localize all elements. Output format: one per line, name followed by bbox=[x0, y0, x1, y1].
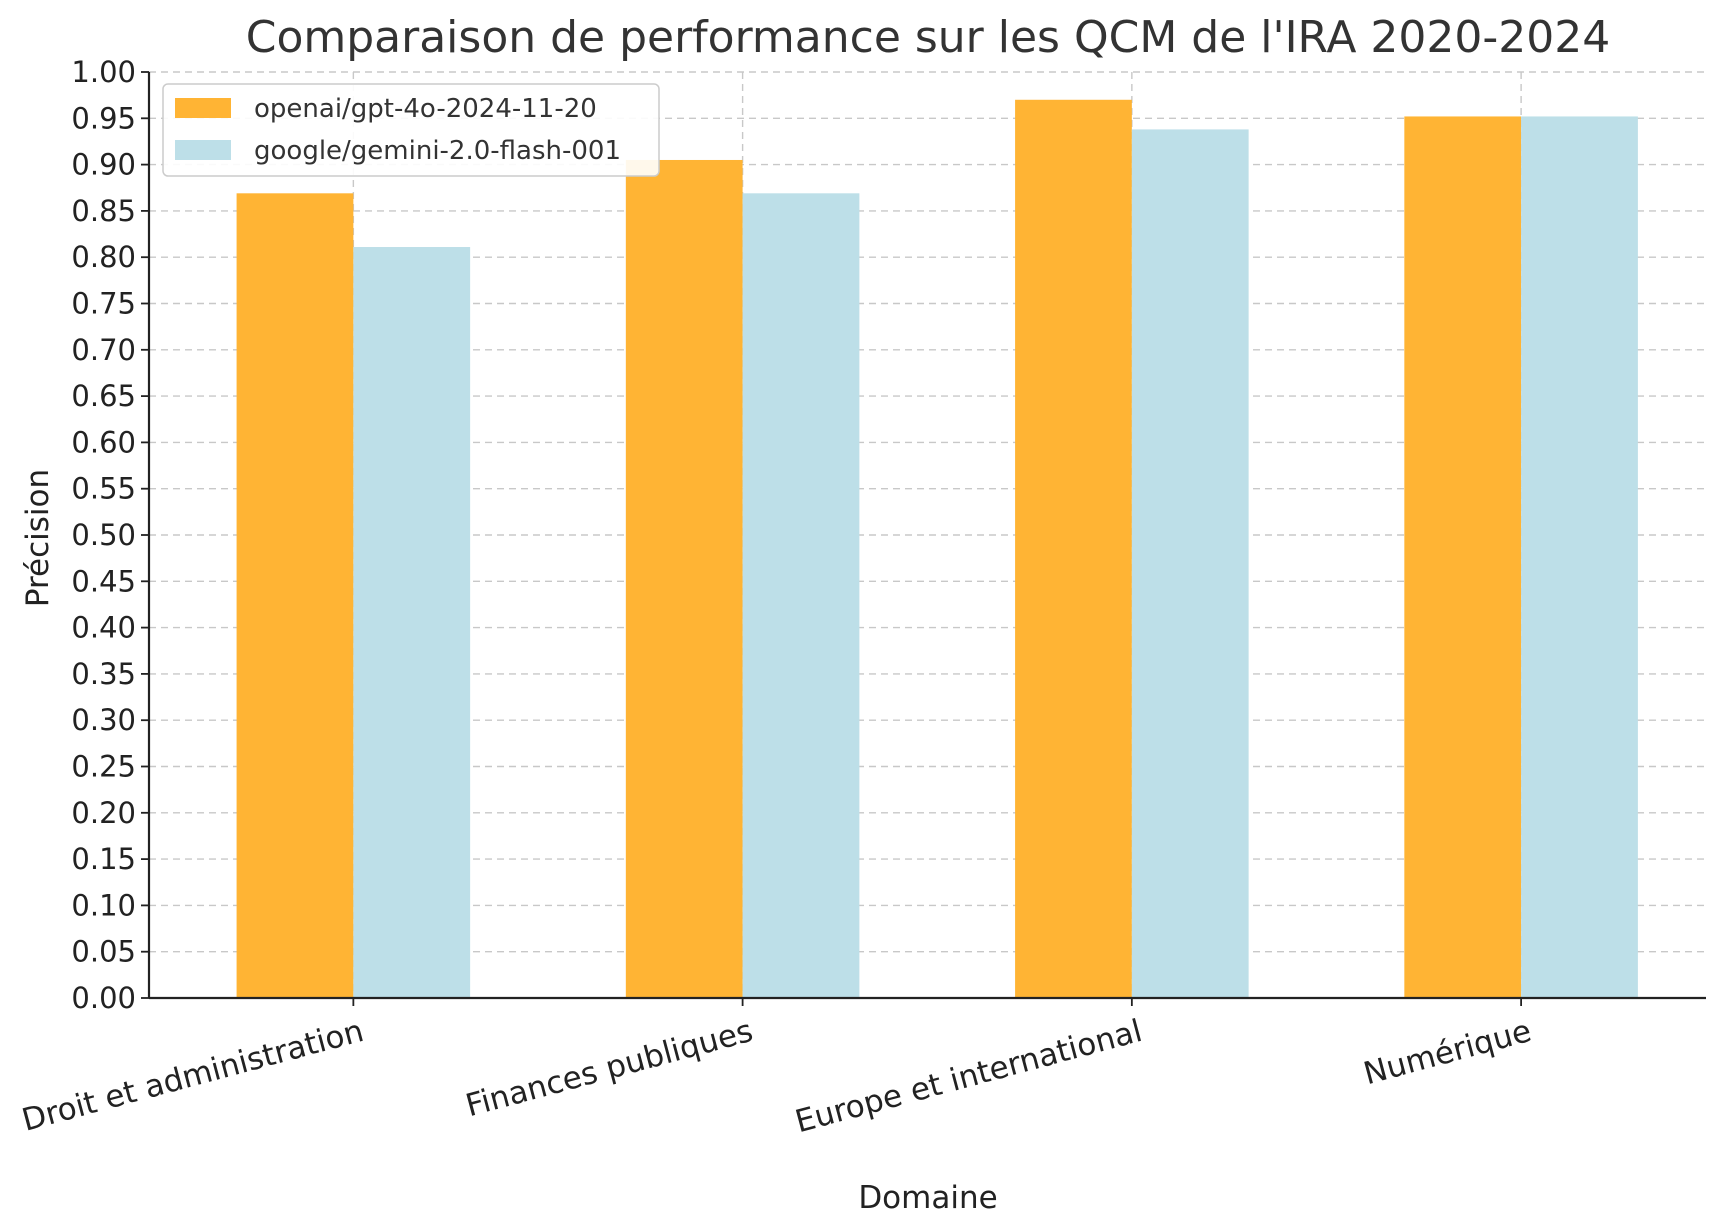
bars bbox=[236, 99, 1638, 999]
y-tick-label: 0.00 bbox=[71, 981, 136, 1015]
y-tick-label: 0.65 bbox=[71, 379, 136, 413]
legend-label: google/gemini-2.0-flash-001 bbox=[254, 136, 621, 166]
y-tick-label: 0.85 bbox=[71, 194, 136, 228]
y-tick-label: 0.40 bbox=[71, 611, 136, 645]
legend-swatch bbox=[175, 140, 231, 160]
x-tick-label: Numérique bbox=[1360, 1013, 1535, 1092]
y-tick-label: 0.50 bbox=[71, 518, 136, 552]
y-tick-label: 0.60 bbox=[71, 425, 136, 459]
y-tick-label: 0.20 bbox=[71, 796, 136, 830]
bar-series-2-2 bbox=[1131, 129, 1249, 999]
legend-box bbox=[162, 83, 660, 177]
y-tick-label: 0.15 bbox=[71, 842, 136, 876]
x-tick-label: Droit et administration bbox=[18, 1013, 367, 1139]
y-tick-label: 0.45 bbox=[71, 564, 136, 598]
bar-series-2-1 bbox=[742, 193, 860, 998]
y-tick-label: 0.35 bbox=[71, 657, 136, 691]
x-axis-label: Domaine bbox=[858, 1180, 997, 1216]
y-tick-label: 1.00 bbox=[71, 55, 136, 89]
chart-title: Comparaison de performance sur les QCM d… bbox=[246, 12, 1611, 63]
legend-label: openai/gpt-4o-2024-11-20 bbox=[254, 94, 597, 124]
y-tick-label: 0.05 bbox=[71, 935, 136, 969]
bar-series-1-1 bbox=[625, 159, 743, 999]
y-tick-label: 0.55 bbox=[71, 472, 136, 506]
x-tick-label: Finances publiques bbox=[462, 1013, 757, 1124]
bar-series-1-2 bbox=[1015, 99, 1132, 998]
y-tick-label: 0.80 bbox=[71, 240, 136, 274]
bar-series-2-0 bbox=[353, 247, 471, 999]
y-axis-ticks: 0.00 0.05 0.10 0.15 0.20 0.25 0.30 0.35 0.40 0.45… bbox=[71, 55, 149, 1015]
y-tick-label: 0.70 bbox=[71, 333, 136, 367]
bar-series-1-0 bbox=[236, 193, 354, 998]
x-tick-label: Europe et international bbox=[792, 1013, 1146, 1140]
y-tick-label: 0.10 bbox=[71, 888, 136, 922]
bar-series-2-3 bbox=[1521, 116, 1638, 998]
y-tick-label: 0.25 bbox=[71, 750, 136, 784]
legend-swatch bbox=[175, 98, 231, 118]
y-tick-label: 0.90 bbox=[71, 148, 136, 182]
y-tick-label: 0.75 bbox=[71, 287, 136, 321]
legend: openai/gpt-4o-2024-11-20 google/gemini-2.… bbox=[162, 83, 660, 177]
bar-series-1-3 bbox=[1404, 116, 1522, 998]
y-tick-label: 0.30 bbox=[71, 703, 136, 737]
y-axis-label: Précision bbox=[20, 469, 56, 607]
x-axis-ticks: Droit et administration Finances publique… bbox=[18, 998, 1535, 1140]
y-tick-label: 0.95 bbox=[71, 101, 136, 135]
